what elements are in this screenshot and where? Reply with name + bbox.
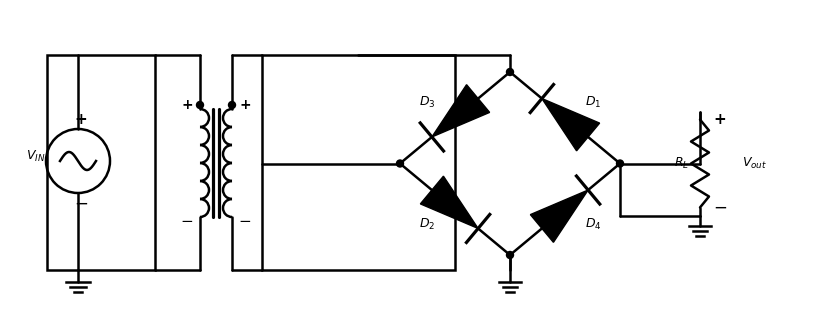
Text: $D_4$: $D_4$ — [584, 217, 600, 232]
Circle shape — [616, 160, 622, 167]
Text: +: + — [181, 98, 192, 112]
Polygon shape — [541, 99, 599, 151]
Text: −: − — [180, 213, 193, 229]
Circle shape — [396, 160, 403, 167]
Polygon shape — [420, 176, 477, 229]
Text: −: − — [238, 213, 251, 229]
Text: +: + — [75, 111, 88, 126]
Text: $V_{out}$: $V_{out}$ — [741, 156, 767, 171]
Circle shape — [197, 101, 203, 108]
Text: −: − — [74, 195, 88, 213]
Text: $R_L$: $R_L$ — [674, 156, 689, 171]
Circle shape — [506, 68, 513, 75]
Text: $D_2$: $D_2$ — [419, 217, 435, 232]
Text: $V_{IN}$: $V_{IN}$ — [26, 148, 46, 164]
Circle shape — [506, 251, 513, 258]
Text: +: + — [713, 112, 726, 127]
Text: $D_3$: $D_3$ — [419, 95, 435, 110]
Polygon shape — [432, 85, 489, 137]
Text: +: + — [239, 98, 251, 112]
Polygon shape — [530, 190, 587, 242]
Text: −: − — [713, 198, 726, 216]
Text: $D_1$: $D_1$ — [584, 95, 600, 110]
Circle shape — [229, 101, 235, 108]
